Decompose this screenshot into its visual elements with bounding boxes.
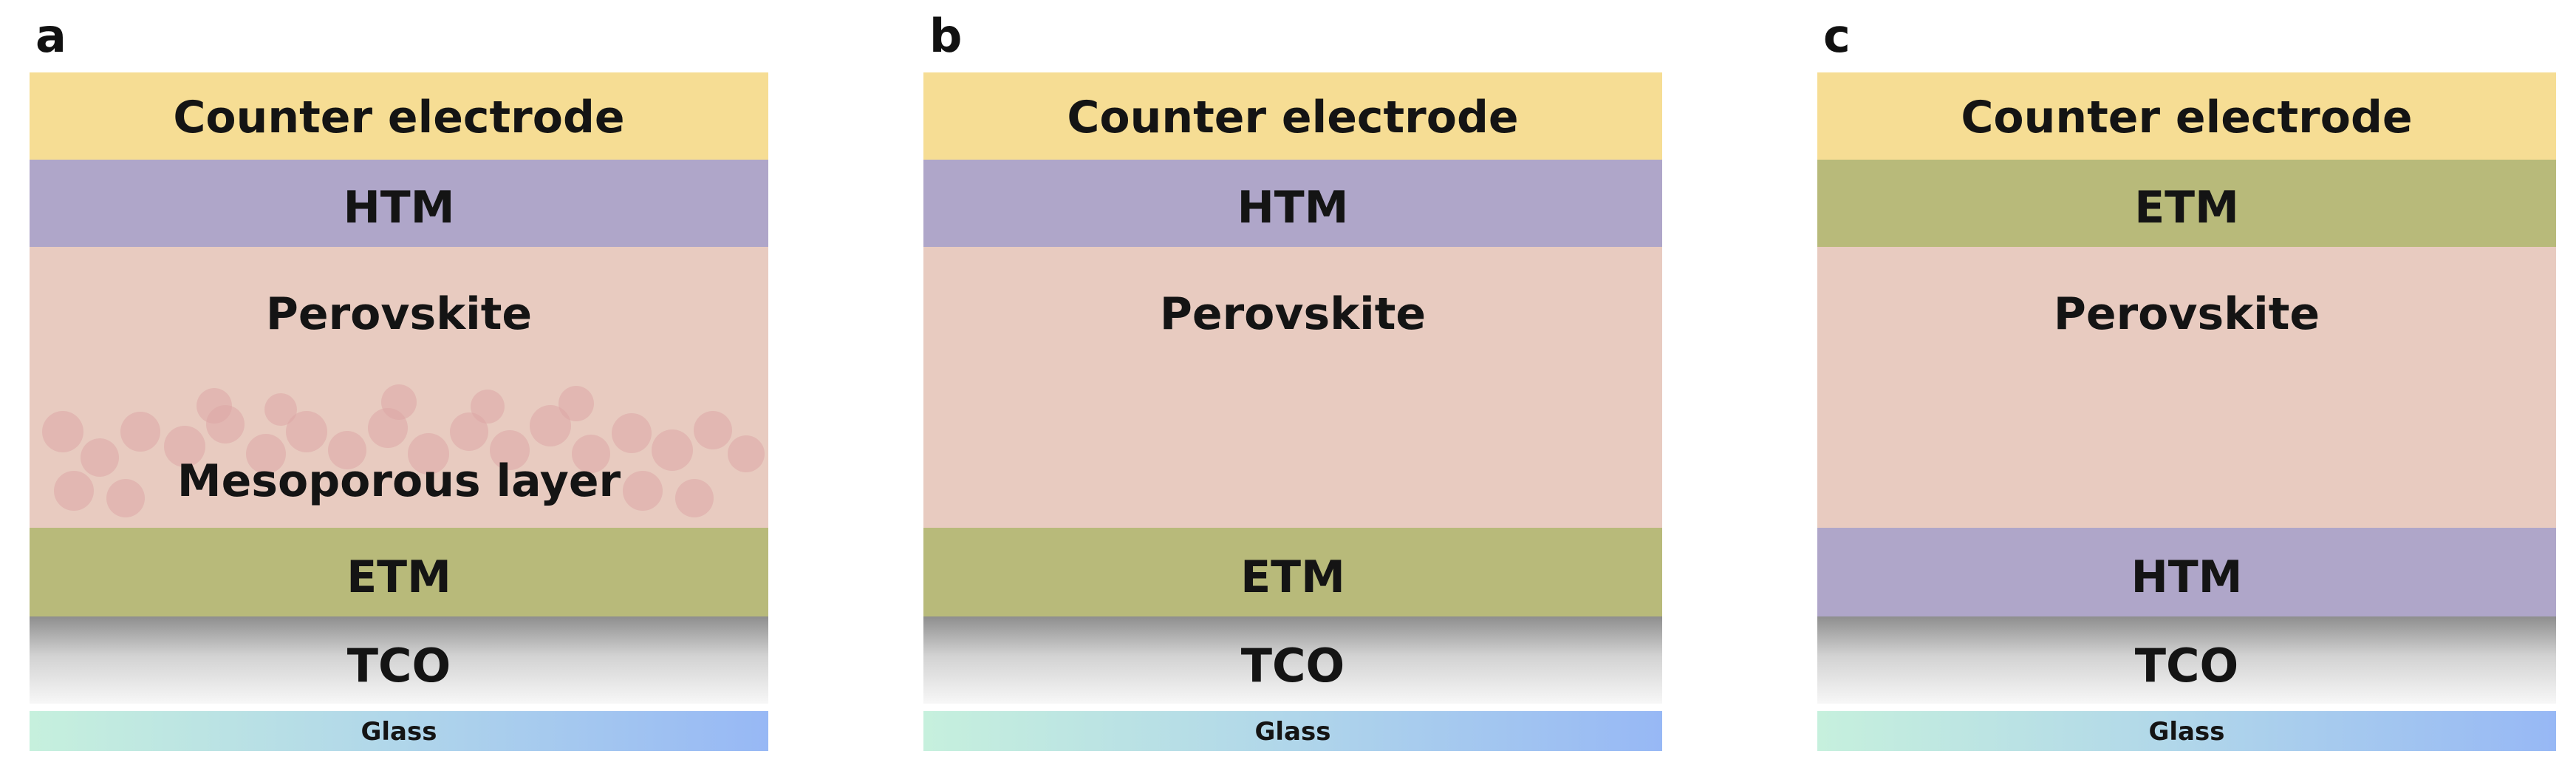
perovskite-label: Perovskite <box>265 288 533 340</box>
tco-label: TCO <box>2134 639 2239 693</box>
htm-layer: HTM <box>1817 528 2556 616</box>
layer-stack-c: Counter electrode ETM Perovskite HTM TCO… <box>1817 72 2556 751</box>
panel-label-c: c <box>1823 9 1851 63</box>
panel-label-a: a <box>35 9 66 63</box>
glass-label: Glass <box>2148 717 2225 747</box>
htm-layer: HTM <box>30 160 768 247</box>
panel-a: a Counter electrode HTM <box>30 0 768 768</box>
counter-electrode-label: Counter electrode <box>173 92 625 143</box>
etm-layer: ETM <box>30 528 768 616</box>
counter-electrode-label: Counter electrode <box>1961 92 2413 143</box>
htm-label: HTM <box>1237 182 1349 234</box>
glass-label: Glass <box>1254 717 1331 747</box>
mesoporous-layer-label: Mesoporous layer <box>177 455 621 507</box>
etm-layer: ETM <box>923 528 1662 616</box>
counter-electrode-layer: Counter electrode <box>30 72 768 160</box>
perovskite-layer: Perovskite <box>923 247 1662 528</box>
glass-layer: Glass <box>923 711 1662 751</box>
layer-stack-a: Counter electrode HTM Perovskite <box>30 72 768 751</box>
etm-layer: ETM <box>1817 160 2556 247</box>
layer-gap <box>923 704 1662 711</box>
etm-label: ETM <box>2134 182 2239 234</box>
tco-layer: TCO <box>30 616 768 704</box>
glass-label: Glass <box>361 717 437 747</box>
htm-label: HTM <box>2131 551 2243 603</box>
counter-electrode-layer: Counter electrode <box>1817 72 2556 160</box>
panel-c: c Counter electrode ETM Perovskite HTM T… <box>1817 0 2556 768</box>
htm-layer: HTM <box>923 160 1662 247</box>
tco-label: TCO <box>1240 639 1345 693</box>
glass-layer: Glass <box>1817 711 2556 751</box>
panel-label-b: b <box>929 9 963 63</box>
panel-b: b Counter electrode HTM Perovskite ETM T… <box>923 0 1662 768</box>
tco-label: TCO <box>346 639 451 693</box>
etm-label: ETM <box>1240 551 1345 603</box>
layer-stack-b: Counter electrode HTM Perovskite ETM TCO… <box>923 72 1662 751</box>
layer-gap <box>1817 704 2556 711</box>
counter-electrode-label: Counter electrode <box>1067 92 1519 143</box>
etm-label: ETM <box>346 551 451 603</box>
perovskite-layer: Perovskite <box>1817 247 2556 528</box>
glass-layer: Glass <box>30 711 768 751</box>
perovskite-layer: Perovskite Mesoporous layer <box>30 247 768 528</box>
perovskite-label: Perovskite <box>2053 288 2320 340</box>
perovskite-label: Perovskite <box>1159 288 1427 340</box>
mesoporous-particles <box>42 384 765 517</box>
tco-layer: TCO <box>923 616 1662 704</box>
htm-label: HTM <box>343 182 455 234</box>
layer-gap <box>30 704 768 711</box>
tco-layer: TCO <box>1817 616 2556 704</box>
counter-electrode-layer: Counter electrode <box>923 72 1662 160</box>
